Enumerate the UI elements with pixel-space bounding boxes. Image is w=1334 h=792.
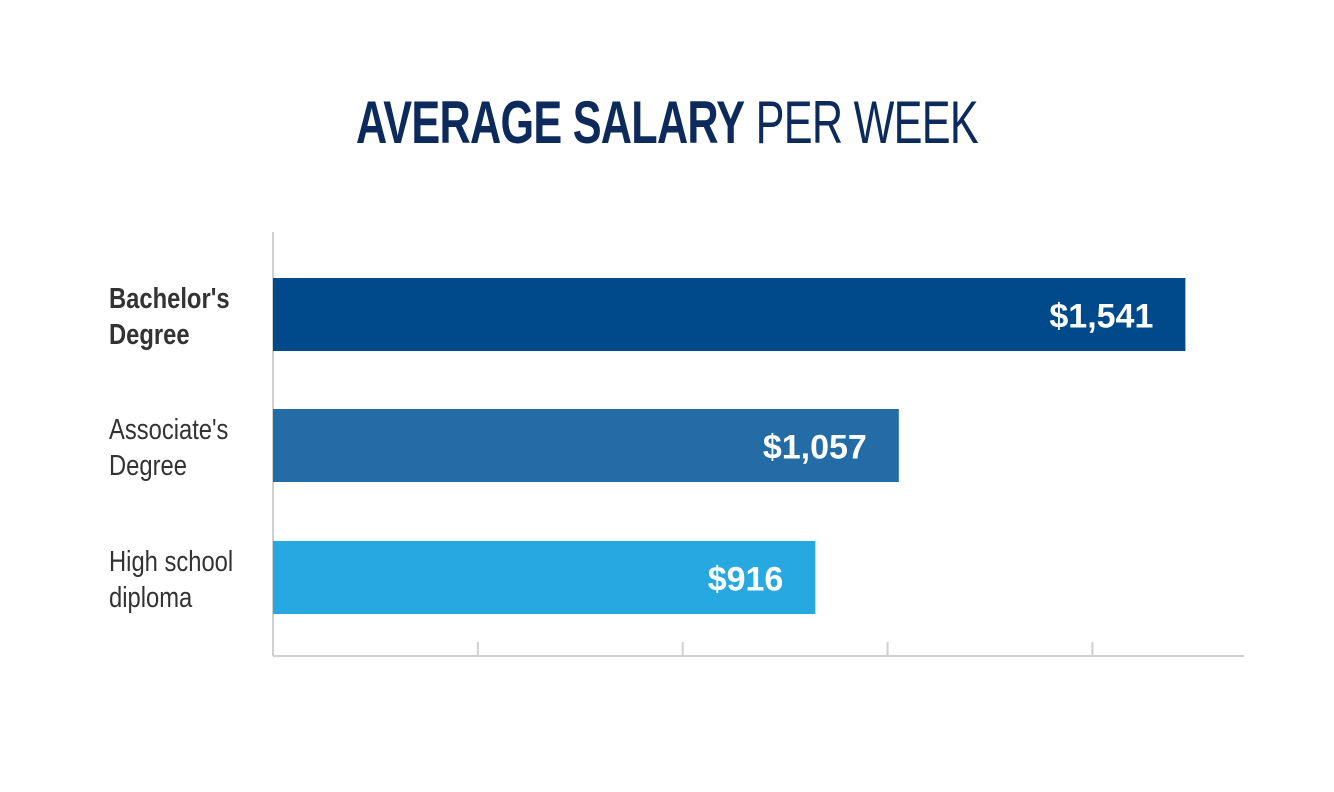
bar-value-label: $1,057 bbox=[763, 429, 867, 467]
chart-title-bold: AVERAGE SALARY bbox=[356, 89, 745, 156]
x-axis-ticks bbox=[476, 642, 1094, 656]
bar bbox=[273, 278, 1186, 351]
category-label: High school bbox=[109, 545, 233, 578]
bar bbox=[273, 409, 899, 482]
chart-title-rest: PER WEEK bbox=[755, 89, 979, 156]
bars-group: $1,541 $1,057 $916 bbox=[273, 278, 1186, 614]
chart-title: AVERAGE SALARY PER WEEK bbox=[187, 88, 1147, 158]
category-label: diploma bbox=[109, 581, 192, 614]
category-label: Bachelor's bbox=[109, 282, 230, 315]
category-label: Degree bbox=[109, 449, 187, 482]
category-label: Associate's bbox=[109, 413, 228, 446]
bar bbox=[273, 541, 816, 614]
category-label: Degree bbox=[109, 318, 190, 351]
bar-value-label: $916 bbox=[708, 561, 784, 599]
bar-value-label: $1,541 bbox=[1049, 298, 1153, 336]
